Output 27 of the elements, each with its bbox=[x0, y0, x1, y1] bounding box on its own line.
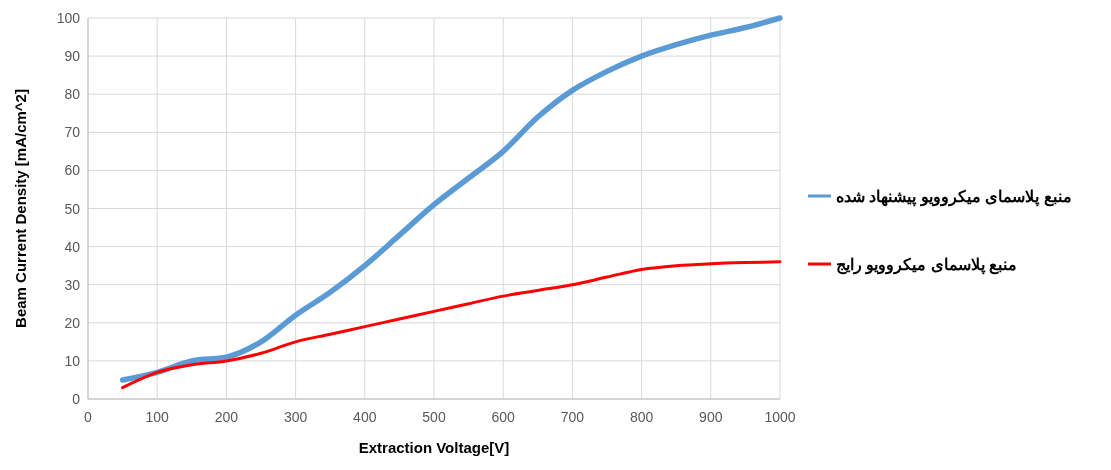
y-tick-label: 0 bbox=[72, 391, 81, 407]
x-tick-label: 500 bbox=[422, 409, 446, 425]
y-tick-label: 30 bbox=[64, 276, 81, 293]
x-tick-label: 600 bbox=[491, 409, 516, 425]
y-tick-label: 70 bbox=[64, 124, 81, 141]
legend-label: منبع پلاسمای میکروویو پیشنهاد شده bbox=[836, 188, 1072, 207]
y-tick-label: 10 bbox=[64, 352, 81, 369]
x-tick-label: 1000 bbox=[764, 409, 796, 425]
x-axis-title: Extraction Voltage[V] bbox=[358, 439, 510, 456]
y-tick-label: 50 bbox=[64, 200, 81, 217]
x-tick-label: 0 bbox=[84, 409, 93, 425]
y-tick-label: 80 bbox=[64, 86, 81, 103]
x-tick-label: 200 bbox=[214, 409, 239, 425]
y-tick-label: 90 bbox=[64, 48, 81, 65]
y-tick-label: 20 bbox=[64, 314, 81, 331]
x-tick-label: 100 bbox=[145, 409, 170, 425]
y-tick-label: 100 bbox=[56, 10, 81, 26]
y-axis-title: Beam Current Density [mA/cm^2] bbox=[12, 89, 29, 328]
legend-label: منبع پلاسمای میکروویو رایج bbox=[836, 256, 1018, 275]
x-tick-label: 700 bbox=[560, 409, 585, 425]
x-tick-label: 400 bbox=[353, 409, 377, 425]
x-tick-label: 300 bbox=[283, 409, 308, 425]
x-tick-label: 800 bbox=[629, 409, 654, 425]
x-tick-label: 900 bbox=[699, 409, 723, 425]
y-tick-label: 60 bbox=[64, 162, 81, 179]
line-series bbox=[121, 260, 782, 390]
y-tick-label: 40 bbox=[64, 238, 81, 255]
